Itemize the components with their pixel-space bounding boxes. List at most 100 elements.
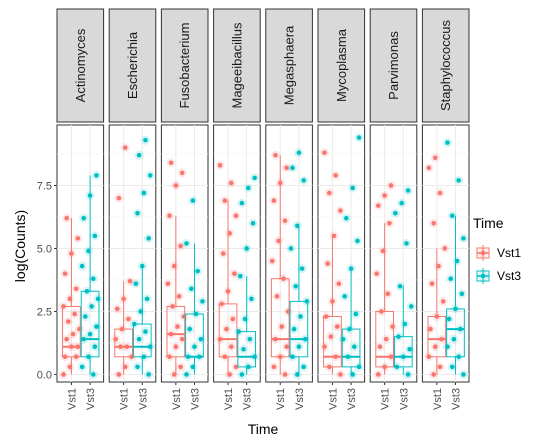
data-point: [136, 336, 142, 342]
facet-strip: [421, 8, 470, 123]
data-point: [350, 185, 355, 191]
data-point: [408, 304, 414, 309]
data-point: [135, 210, 140, 216]
box-iqr: [132, 323, 152, 358]
box-iqr: [323, 315, 342, 368]
data-point: [250, 220, 256, 226]
data-point: [90, 372, 96, 377]
data-point: [72, 311, 77, 317]
data-point: [147, 173, 153, 178]
facet-strip: [56, 8, 105, 123]
legend: Time Vst1 Vst3: [473, 215, 521, 286]
y-tick-label: 0.0: [37, 369, 52, 381]
data-point: [440, 299, 446, 304]
facet-panel: Fusobacterium Vst1 Vst3: [160, 8, 209, 410]
data-point: [271, 364, 277, 370]
facet-strip: [317, 8, 366, 123]
data-point: [448, 276, 454, 281]
data-point: [92, 233, 98, 239]
data-point: [273, 152, 278, 158]
data-point: [192, 344, 197, 350]
data-point: [290, 165, 295, 171]
data-point: [122, 145, 128, 150]
data-point: [239, 372, 245, 377]
data-point: [94, 173, 99, 178]
facet-panel: Parvimonas Vst1 Vst3: [369, 8, 418, 410]
data-point: [271, 198, 277, 203]
data-point: [167, 213, 172, 219]
data-point: [141, 190, 147, 196]
data-point: [70, 331, 76, 337]
data-point: [375, 372, 381, 377]
data-point: [249, 296, 254, 302]
facet-strip: [369, 8, 418, 123]
data-point: [296, 344, 302, 350]
box-iqr: [375, 310, 394, 368]
data-point: [73, 286, 79, 292]
y-axis-title: log(Counts): [12, 210, 28, 282]
facet-panel: Mageeibacillus Vst1 Vst3: [213, 8, 261, 410]
facet-strip: [108, 8, 157, 123]
box-iqr: [237, 331, 257, 368]
data-point: [116, 372, 122, 377]
legend-title: Time: [473, 215, 504, 231]
data-point: [374, 271, 379, 276]
data-point: [375, 203, 381, 208]
data-point: [293, 283, 298, 289]
data-point: [184, 241, 189, 246]
data-point: [244, 246, 249, 251]
data-point: [245, 185, 251, 191]
box-iqr: [114, 328, 133, 358]
data-point: [338, 208, 343, 213]
data-point: [296, 150, 302, 156]
x-tick-label: Vst3: [189, 388, 201, 410]
data-point: [353, 311, 359, 317]
data-point: [291, 326, 297, 332]
x-tick-label: Vst1: [66, 388, 78, 410]
data-point: [239, 200, 245, 206]
data-point: [168, 160, 174, 166]
data-point: [179, 336, 185, 342]
data-point: [388, 183, 394, 188]
data-point: [356, 135, 362, 140]
data-point: [65, 319, 71, 324]
data-point: [195, 268, 200, 274]
data-point: [284, 344, 289, 350]
data-point: [127, 278, 133, 284]
facet-strip-label: Staphylococcus: [438, 19, 453, 111]
facet-strip-label: Fusobacterium: [177, 23, 192, 109]
data-point: [146, 372, 151, 377]
data-point: [62, 271, 68, 276]
y-axis: 0.0 2.5 5.0 7.5: [37, 180, 57, 381]
x-tick-label: Vst3: [346, 388, 358, 410]
data-point: [387, 220, 392, 226]
data-point: [114, 306, 120, 312]
data-point: [92, 344, 98, 350]
data-point: [390, 324, 395, 329]
data-point: [282, 372, 288, 377]
data-point: [165, 281, 171, 287]
data-point: [407, 346, 412, 352]
data-point: [175, 324, 180, 329]
data-point: [79, 263, 85, 269]
data-point: [178, 364, 183, 370]
data-point: [135, 364, 140, 370]
data-point: [126, 316, 131, 322]
data-point: [301, 178, 306, 183]
box-iqr: [289, 300, 309, 358]
data-point: [451, 336, 457, 342]
data-point: [228, 344, 234, 350]
data-point: [431, 220, 436, 226]
data-point: [428, 326, 433, 332]
y-tick-label: 7.5: [37, 180, 52, 192]
box-iqr: [393, 336, 413, 368]
data-point: [355, 238, 360, 244]
data-point: [344, 215, 349, 221]
data-point: [116, 195, 122, 201]
data-point: [173, 344, 179, 350]
data-point: [288, 246, 294, 251]
data-point: [94, 324, 99, 329]
data-point: [274, 294, 280, 299]
data-point: [301, 364, 306, 370]
data-point: [228, 180, 234, 186]
